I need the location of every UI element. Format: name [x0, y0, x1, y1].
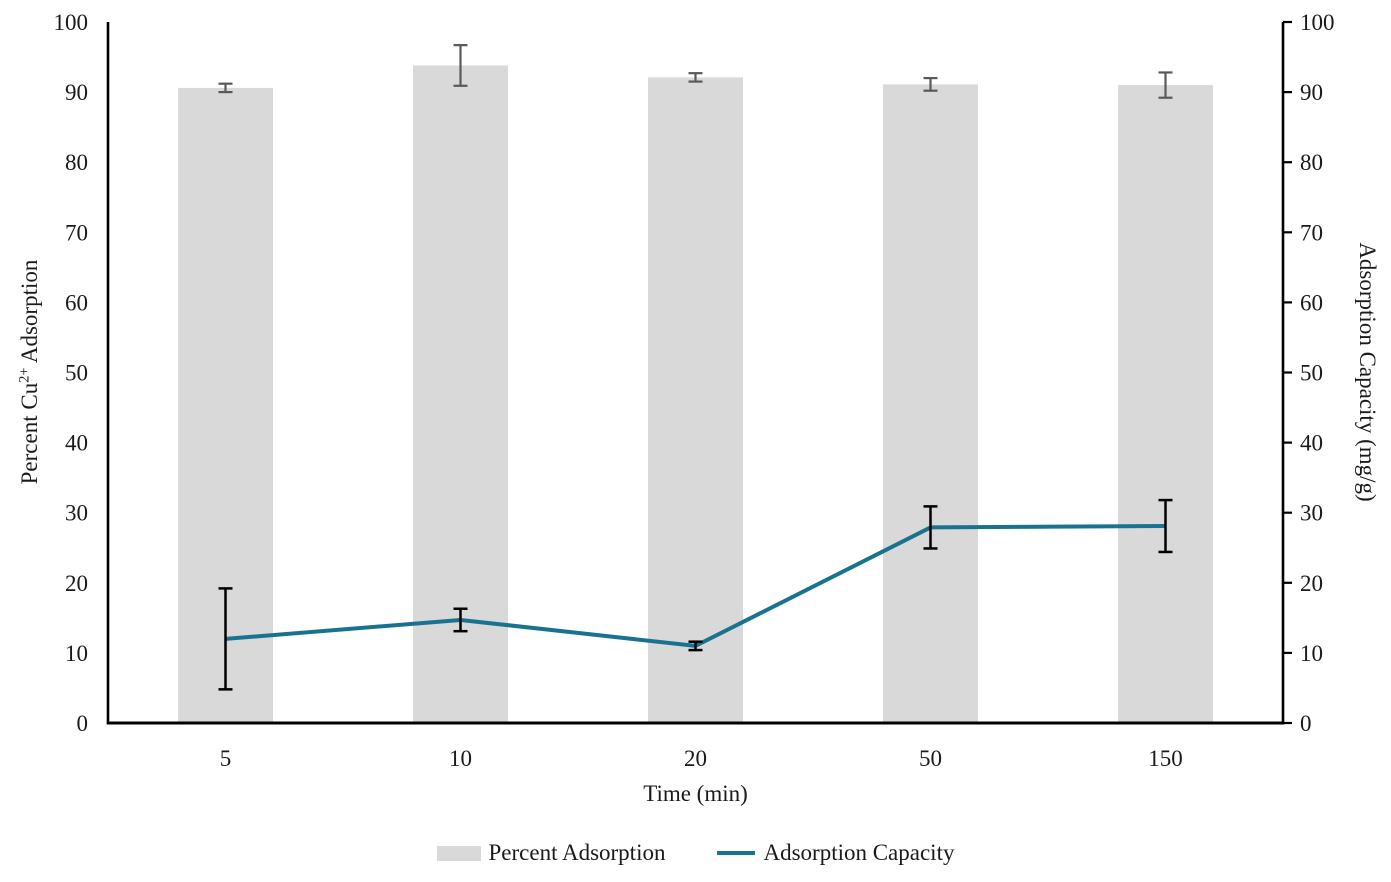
- y-right-tick-label-0: 0: [1300, 711, 1312, 736]
- y-left-tick-label-90: 90: [65, 80, 88, 105]
- y-left-tick-label-0: 0: [77, 711, 89, 736]
- y-left-tick-label-60: 60: [65, 290, 88, 315]
- y-right-tick-label-30: 30: [1300, 501, 1323, 526]
- legend-item-adsorption-capacity: Adsorption Capacity: [717, 840, 954, 866]
- y-right-tick-label-20: 20: [1300, 571, 1323, 596]
- y-left-tick-label-20: 20: [65, 571, 88, 596]
- y-right-tick-label-60: 60: [1300, 290, 1323, 315]
- y-axis-title-left: Percent Cu2+ Adsorption: [16, 259, 43, 485]
- y-left-tick-label-30: 30: [65, 501, 88, 526]
- x-tick-label-150: 150: [1148, 746, 1183, 771]
- y-axis-title-left-sup: 2+: [16, 367, 33, 383]
- legend-line-swatch: [717, 851, 756, 855]
- y-left-tick-label-80: 80: [65, 150, 88, 175]
- y-right-tick-label-90: 90: [1300, 80, 1323, 105]
- y-right-tick-label-10: 10: [1300, 641, 1323, 666]
- x-tick-label-10: 10: [449, 746, 472, 771]
- y-left-tick-label-100: 100: [54, 10, 89, 35]
- y-right-tick-label-40: 40: [1300, 431, 1323, 456]
- legend-bar-swatch: [436, 845, 481, 861]
- y-right-tick-label-100: 100: [1300, 10, 1335, 35]
- y-right-tick-label-80: 80: [1300, 150, 1323, 175]
- legend-label-percent-adsorption: Percent Adsorption: [488, 840, 666, 865]
- x-tick-label-5: 5: [220, 746, 232, 771]
- y-axis-title-right: Adsorption Capacity (mg/g): [1355, 242, 1380, 502]
- x-tick-label-20: 20: [684, 746, 707, 771]
- legend: Percent Adsorption Adsorption Capacity: [0, 840, 1391, 866]
- bar-time-150: [1118, 85, 1213, 724]
- y-axis-title-left-pre: Percent Cu: [17, 382, 42, 485]
- legend-label-adsorption-capacity: Adsorption Capacity: [763, 840, 955, 865]
- y-axis-title-left-post: Adsorption: [17, 259, 42, 368]
- y-left-tick-label-50: 50: [65, 361, 88, 386]
- bar-time-50: [883, 84, 978, 724]
- y-left-tick-label-10: 10: [65, 641, 88, 666]
- y-right-tick-label-70: 70: [1300, 220, 1323, 245]
- y-right-tick-label-50: 50: [1300, 361, 1323, 386]
- x-tick-label-50: 50: [919, 746, 942, 771]
- y-left-tick-label-40: 40: [65, 431, 88, 456]
- x-axis-title: Time (min): [643, 781, 748, 806]
- y-left-tick-label-70: 70: [65, 220, 88, 245]
- bar-time-20: [648, 77, 743, 723]
- legend-item-percent-adsorption: Percent Adsorption: [436, 840, 666, 866]
